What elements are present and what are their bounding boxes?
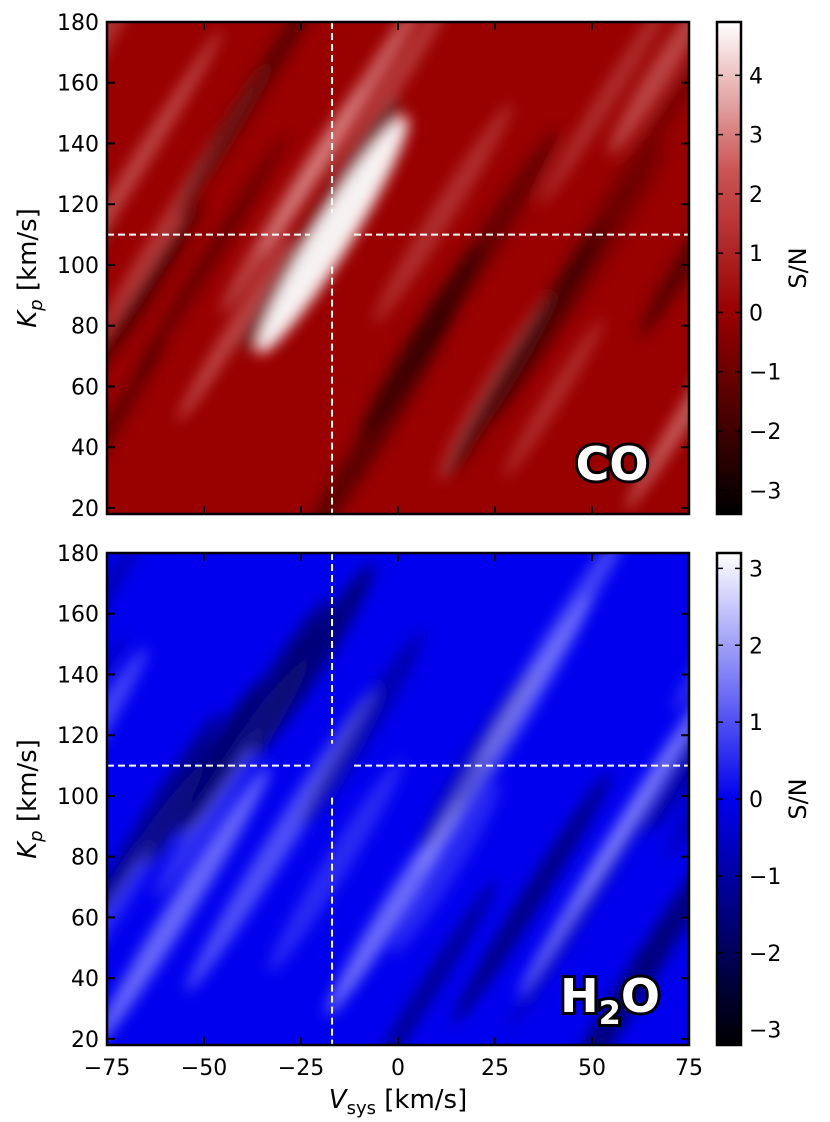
x-tick-label: 25 (481, 1056, 509, 1081)
heatmap-high-streak (574, 634, 689, 909)
y-tick-label: 140 (57, 132, 99, 157)
y-tick-label: 80 (71, 315, 99, 340)
y-tick-label: 180 (57, 11, 99, 36)
x-tick-label: −75 (84, 1056, 130, 1081)
colorbar-tick-label: −1 (749, 865, 781, 890)
co-molecule-label: CO (576, 437, 649, 491)
colorbar-tick-label: 0 (749, 788, 763, 813)
heatmap-low-streak (0, 896, 44, 1061)
heatmap-low-streak (489, 141, 667, 424)
heatmap-high-streak (259, 22, 429, 259)
y-tick-label: 100 (57, 254, 99, 279)
h2o-molecule-label: H2O (560, 969, 660, 1032)
x-tick-label: 75 (675, 1056, 703, 1081)
heatmap-low-streak (107, 198, 205, 375)
h2o-y-axis-label: Kp [km/s] (13, 739, 47, 859)
heatmap-high-streak (177, 234, 295, 422)
y-tick-label: 80 (71, 846, 99, 871)
h2o-colorbar-label: S/N (784, 778, 812, 819)
heatmap-high-streak (107, 647, 148, 891)
co-colorbar (715, 20, 743, 516)
heatmap-low-streak (174, 22, 336, 219)
heatmap-high-streak (373, 102, 513, 323)
heatmap-low-streak (774, 310, 830, 545)
x-tick-label: −50 (181, 1056, 227, 1081)
colorbar-tick-label: 4 (749, 64, 763, 89)
heatmap-low-streak (107, 553, 150, 707)
colorbar-tick-label: −3 (749, 479, 781, 504)
heatmap-low-streak (142, 680, 261, 868)
x-tick-label: −25 (278, 1056, 324, 1081)
y-tick-label: 160 (57, 72, 99, 97)
heatmap-low-streak (107, 339, 166, 514)
co-heatmap-streaks (107, 22, 830, 545)
colorbar-tick-label: 1 (749, 242, 763, 267)
heatmap-low-streak (179, 598, 330, 836)
y-tick-label: 20 (71, 497, 99, 522)
y-tick-label: 40 (71, 967, 99, 992)
x-axis-label: Vsys [km/s] (329, 1085, 467, 1119)
heatmap-high-streak (330, 22, 461, 185)
heatmap-high-streak (503, 318, 604, 478)
heatmap-low-streak (251, 563, 375, 757)
h2o-axis-ticks: 20 40 60 80 100 120 140 160 180 −75 −50 −25 0 25 50 75 (57, 542, 703, 1081)
y-tick-label: 100 (57, 785, 99, 810)
colorbar-tick-label: 3 (749, 557, 763, 582)
x-tick-label: 0 (391, 1056, 405, 1081)
x-tick-label: 50 (578, 1056, 606, 1081)
heatmap-low-streak (301, 630, 425, 826)
y-tick-label: 180 (57, 542, 99, 567)
heatmap-low-streak (550, 25, 689, 299)
co-axis-ticks: 20 40 60 80 100 120 140 160 180 (57, 11, 690, 522)
colorbar-tick-label: −2 (749, 942, 781, 967)
heatmap-high-streak (268, 759, 404, 972)
heatmap-high-streak (730, 88, 830, 386)
y-tick-label: 140 (57, 663, 99, 688)
colorbar-tick-label: 2 (749, 634, 763, 659)
heatmap-low-streak (543, 836, 689, 1045)
y-tick-label: 60 (71, 906, 99, 931)
co-y-axis-label: Kp [km/s] (13, 208, 47, 328)
co-colorbar-label: S/N (784, 247, 812, 288)
heatmap-low-streak (794, 877, 830, 1049)
heatmap-high-streak (107, 30, 223, 334)
heatmap-low-streak (133, 134, 288, 379)
colorbar-tick-label: −2 (749, 420, 781, 445)
heatmap-low-streak (688, 89, 807, 263)
co-signal-peak (255, 115, 409, 354)
y-tick-label: 40 (71, 436, 99, 461)
heatmap-high-streak (475, 553, 636, 769)
co-crosshair (107, 22, 689, 514)
colorbar-tick-label: −3 (749, 1019, 781, 1044)
y-tick-label: 160 (57, 603, 99, 628)
y-tick-label: 60 (71, 375, 99, 400)
y-tick-label: 120 (57, 193, 99, 218)
heatmap-low-streak (452, 771, 612, 1024)
co-colorbar-ticks: −3 −2 −1 0 1 2 3 4 (717, 64, 781, 504)
heatmap-high-streak (539, 22, 683, 206)
colorbar-tick-label: 1 (749, 711, 763, 736)
heatmap-high-streak (626, 214, 689, 510)
h2o-crosshair (107, 553, 689, 1045)
colorbar-tick-label: −1 (749, 361, 781, 386)
heatmap-high-streak (107, 765, 271, 1045)
colorbar-tick-label: 2 (749, 183, 763, 208)
heatmap-low-streak (405, 129, 559, 373)
y-tick-label: 20 (71, 1028, 99, 1053)
heatmap-low-streak (357, 879, 497, 1045)
colorbar-tick-label: 3 (749, 124, 763, 149)
colorbar-tick-label: 0 (749, 301, 763, 326)
heatmap-low-streak (643, 679, 689, 836)
h2o-colorbar-ticks: −3 −2 −1 0 1 2 3 (717, 557, 781, 1044)
heatmap-high-streak (608, 22, 689, 155)
heatmap-high-streak (391, 781, 501, 955)
y-tick-label: 120 (57, 724, 99, 749)
heatmap-low-streak (638, 182, 689, 337)
h2o-heatmap-streaks (0, 553, 830, 1061)
